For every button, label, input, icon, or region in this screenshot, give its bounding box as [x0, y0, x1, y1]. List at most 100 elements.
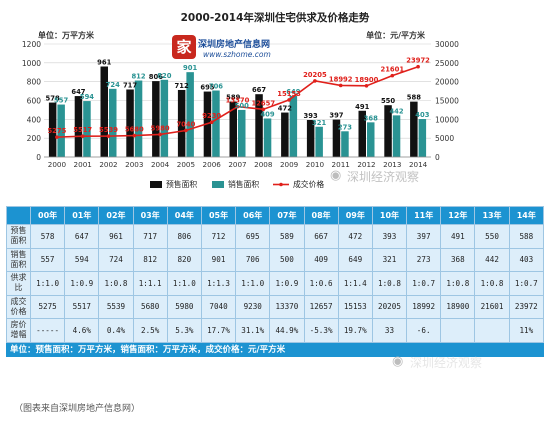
price-point: [209, 120, 214, 125]
price-point: [80, 134, 85, 139]
left-tick-label: 1000: [22, 59, 41, 68]
table-cell: [474, 318, 510, 343]
price-point: [235, 104, 240, 109]
table-cell: 1:0.7: [406, 271, 442, 296]
bar: [186, 72, 194, 157]
table-cell: 1:0.8: [474, 271, 510, 296]
price-point: [364, 84, 369, 88]
logo-site-name: 深圳房地产信息网: [198, 40, 271, 50]
bar-value-label: 550: [381, 97, 395, 105]
logo-site-url[interactable]: www.szhome.com: [203, 50, 271, 59]
table-cell: 273: [406, 247, 442, 272]
table-cell: 491: [440, 224, 476, 249]
bar-value-label: 393: [304, 112, 318, 120]
bar: [332, 119, 341, 157]
price-line-series: [55, 64, 420, 139]
price-value-label: 20205: [303, 71, 327, 79]
bar-value-label: 589: [226, 94, 240, 102]
row-label: 销售面积: [6, 247, 31, 272]
price-value-label: 18900: [355, 76, 379, 84]
x-tick-label: 2008: [254, 160, 273, 169]
price-point: [313, 79, 317, 83]
table-cell: 15153: [337, 294, 373, 319]
table-cell: 409: [303, 247, 339, 272]
bar: [229, 101, 237, 157]
table-cell: 12657: [303, 294, 339, 319]
table-cell: 695: [235, 224, 271, 249]
housing-chart: 2000-2014年深圳住宅供求及价格走势 单位：万平方米 单位：元/平方米 5…: [22, 11, 459, 189]
bar-value-label: 647: [71, 88, 85, 96]
table-cell: 1:0.8: [440, 271, 476, 296]
right-tick-label: 15000: [435, 97, 459, 106]
x-tick-label: 2013: [383, 160, 401, 169]
bar: [57, 104, 65, 157]
bar-value-label: 961: [97, 59, 111, 67]
table-cell: 9230: [235, 294, 271, 319]
table-cell: 961: [98, 224, 134, 249]
price-point: [390, 73, 395, 78]
bar: [109, 88, 117, 157]
table-cell: 403: [508, 247, 545, 272]
price-point: [106, 134, 111, 138]
table-cell: 321: [371, 247, 408, 272]
table-cell: 13370: [269, 294, 305, 319]
left-tick-label: 600: [27, 97, 42, 106]
price-point: [287, 98, 291, 102]
data-table: 00年 01年 02年 03年 04年 05年 06年 07年 08年 09年 10年 11年 12年 1…: [6, 206, 545, 357]
table-unit-note: 单位：预售面积：万平方米，销售面积：万平方米，成交价格：元/平方米: [6, 342, 544, 357]
table-header-cell: 02年: [98, 206, 134, 225]
bar-value-label: 578: [46, 95, 60, 103]
bar-value-label: 706: [209, 83, 223, 91]
table-cell: 19.7%: [337, 318, 373, 343]
bar: [255, 94, 263, 157]
x-tick-label: 2011: [332, 160, 350, 169]
table-cell: 1:1.3: [200, 271, 237, 296]
watermark-text: 深圳经济观察: [410, 356, 483, 370]
table-cell: 667: [303, 224, 339, 249]
bar-value-label: 594: [80, 93, 94, 101]
bar: [238, 109, 246, 157]
table-cell: 1:0.8: [98, 271, 134, 296]
price-point: [55, 135, 59, 139]
bar: [263, 118, 272, 157]
bar-value-label: 403: [415, 111, 429, 119]
table-cell: 5539: [98, 294, 134, 319]
left-tick-label: 800: [27, 78, 42, 87]
price-point: [132, 133, 137, 138]
left-axis-unit: 单位：万平方米: [38, 30, 95, 40]
bar-value-label: 321: [312, 119, 326, 127]
table-header-cell: 05年: [200, 206, 237, 225]
table-cell: [440, 318, 476, 343]
bar-value-label: 491: [355, 103, 369, 111]
bar-value-label: 820: [157, 72, 171, 80]
table-header-cell: 03年: [132, 206, 168, 225]
table-header-cell: 04年: [166, 206, 202, 225]
bar-value-label: 649: [286, 88, 300, 96]
bar-value-label: 806: [149, 73, 163, 81]
bar: [315, 126, 323, 157]
bar: [367, 122, 375, 157]
table-cell: 550: [474, 224, 510, 249]
table-header-cell: 07年: [269, 206, 305, 225]
price-value-label: 5275: [47, 127, 66, 135]
bar-value-label: 667: [252, 86, 266, 94]
table-row: 预售面积 578 647 961 717 806 712 695 589 667 472 393 397…: [6, 224, 545, 249]
table-cell: 1:0.9: [269, 271, 305, 296]
table-cell: 1:1.0: [166, 271, 202, 296]
gridlines: [44, 43, 431, 158]
bar: [100, 66, 108, 157]
bar: [289, 95, 298, 157]
table-cell: 594: [64, 247, 100, 272]
price-point: [416, 64, 420, 69]
table-header-cell: 14年: [508, 206, 545, 225]
bar: [418, 119, 427, 157]
bar-value-label: 901: [183, 64, 197, 72]
bar-value-label: 712: [175, 82, 189, 90]
table-cell: 368: [440, 247, 476, 272]
price-value-label: 12657: [251, 99, 275, 107]
row-label: 成交价格: [6, 294, 31, 319]
price-value-label: 13370: [226, 97, 250, 105]
x-tick-label: 2010: [306, 160, 325, 169]
bar-value-label: 717: [123, 81, 137, 89]
right-axis-unit: 单位：元/平方米: [366, 30, 426, 40]
